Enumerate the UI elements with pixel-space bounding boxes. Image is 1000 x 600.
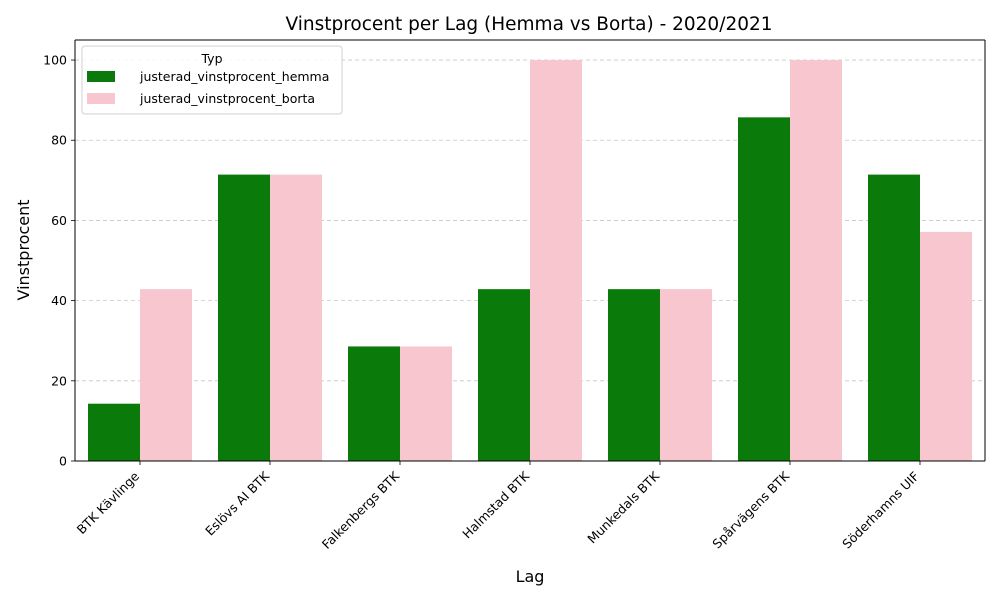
bar-hemma xyxy=(868,174,920,461)
x-tick-label: Eslövs AI BTK xyxy=(202,468,273,539)
legend-label-borta: justerad_vinstprocent_borta xyxy=(139,91,315,106)
y-ticks: 0 20 40 60 80 100 xyxy=(43,53,75,469)
bar-borta xyxy=(140,289,192,461)
legend-label-hemma: justerad_vinstprocent_hemma xyxy=(139,69,329,84)
y-tick-label: 20 xyxy=(51,373,67,388)
x-ticks: BTK Kävlinge Eslövs AI BTK Falkenbergs BTK… xyxy=(74,461,922,552)
legend-title: Typ xyxy=(200,51,222,66)
bar-hemma xyxy=(348,346,400,461)
bar-borta xyxy=(400,346,452,461)
bar-hemma xyxy=(478,289,530,461)
y-tick-label: 0 xyxy=(59,454,67,469)
legend-swatch-hemma xyxy=(87,71,115,82)
bar-borta xyxy=(920,231,972,461)
legend: Typ justerad_vinstprocent_hemma justerad… xyxy=(81,45,343,115)
bar-hemma xyxy=(738,117,790,461)
bars xyxy=(88,60,972,462)
bar-hemma xyxy=(608,289,660,461)
x-tick-label: Halmstad BTK xyxy=(459,468,532,541)
y-tick-label: 100 xyxy=(43,53,67,68)
y-tick-label: 80 xyxy=(51,133,67,148)
x-tick-label: Munkedals BTK xyxy=(584,468,662,546)
y-axis-label: Vinstprocent xyxy=(14,199,33,300)
legend-swatch-borta xyxy=(87,93,115,104)
x-tick-label: BTK Kävlinge xyxy=(74,468,143,537)
bar-borta xyxy=(270,174,322,461)
x-tick-label: Söderhamns UIF xyxy=(839,469,922,552)
bar-borta xyxy=(530,60,582,462)
bar-borta xyxy=(790,60,842,462)
x-axis-label: Lag xyxy=(516,567,545,586)
x-tick-label: Spårvägens BTK xyxy=(709,468,792,551)
chart-title: Vinstprocent per Lag (Hemma vs Borta) - … xyxy=(285,14,772,35)
bar-hemma xyxy=(88,403,140,461)
y-tick-label: 60 xyxy=(51,213,67,228)
bar-borta xyxy=(660,289,712,461)
bar-hemma xyxy=(218,174,270,461)
y-tick-label: 40 xyxy=(51,293,67,308)
x-tick-label: Falkenbergs BTK xyxy=(319,468,403,552)
legend-box xyxy=(81,45,343,115)
